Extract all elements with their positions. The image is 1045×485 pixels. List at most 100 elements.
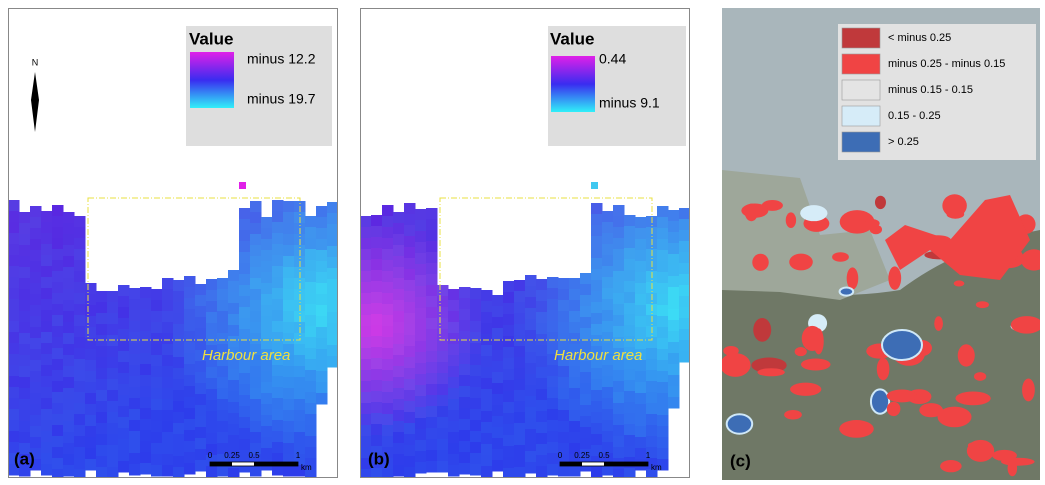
harbour-label: Harbour area (202, 347, 290, 364)
raster-cell (635, 283, 647, 295)
raster-cell (140, 364, 152, 376)
raster-cell (283, 267, 295, 279)
raster-cell (624, 446, 636, 458)
raster-cell (536, 323, 548, 335)
raster-cell (250, 388, 262, 400)
raster-cell (151, 421, 163, 433)
raster-cell (426, 208, 438, 220)
raster-cell (393, 344, 405, 356)
raster-cell (30, 261, 42, 273)
raster-cell (360, 216, 372, 228)
raster-cell (316, 382, 328, 394)
raster-cell (74, 337, 86, 349)
raster-cell (635, 228, 647, 240)
raster-cell (470, 409, 482, 421)
raster-cell (404, 346, 416, 358)
raster-cell (283, 278, 295, 290)
raster-cell (360, 469, 372, 481)
raster-cell (74, 447, 86, 459)
raster-cell (63, 267, 75, 279)
raster-cell (30, 272, 42, 284)
deformation-patch (938, 407, 972, 428)
raster-cell (404, 313, 416, 325)
raster-cell (8, 420, 20, 432)
raster-cell (492, 339, 504, 351)
raster-cell (404, 214, 416, 226)
raster-cell (415, 396, 427, 408)
raster-cell (591, 324, 603, 336)
raster-cell (382, 381, 394, 393)
deformation-patch (839, 420, 874, 438)
raster-cell (63, 443, 75, 455)
raster-cell (85, 360, 97, 372)
raster-cell (404, 335, 416, 347)
raster-cell (393, 443, 405, 455)
raster-cell (8, 299, 20, 311)
raster-cell (624, 325, 636, 337)
raster-cell (371, 336, 383, 348)
raster-cell (371, 413, 383, 425)
raster-cell (173, 412, 185, 424)
raster-cell (8, 332, 20, 344)
raster-cell (305, 359, 317, 371)
raster-cell (503, 380, 515, 392)
raster-cell (239, 329, 251, 341)
raster-cell (657, 261, 669, 273)
raster-cell (316, 261, 328, 273)
raster-cell (41, 420, 53, 432)
raster-cell (591, 368, 603, 380)
raster-cell (437, 406, 449, 418)
raster-cell (525, 440, 537, 452)
raster-cell (657, 349, 669, 361)
raster-cell (327, 334, 339, 346)
raster-cell (228, 424, 240, 436)
raster-cell (217, 322, 229, 334)
raster-cell (74, 227, 86, 239)
raster-cell (305, 370, 317, 382)
raster-cell (448, 289, 460, 301)
raster-cell (547, 288, 559, 300)
raster-cell (206, 411, 218, 423)
raster-cell (96, 291, 108, 303)
raster-cell (448, 311, 460, 323)
raster-cell (503, 303, 515, 315)
raster-cell (316, 294, 328, 306)
raster-cell (448, 443, 460, 455)
raster-cell (85, 448, 97, 460)
raster-cell (184, 309, 196, 321)
raster-cell (393, 454, 405, 466)
raster-cell (173, 357, 185, 369)
raster-cell (327, 202, 339, 214)
raster-cell (382, 348, 394, 360)
raster-cell (261, 426, 273, 438)
raster-cell (602, 398, 614, 410)
raster-cell (250, 300, 262, 312)
raster-cell (52, 447, 64, 459)
raster-cell (173, 313, 185, 325)
raster-cell (426, 241, 438, 253)
deformation-patch (720, 353, 750, 377)
raster-cell (195, 306, 207, 318)
raster-cell (173, 434, 185, 446)
raster-cell (195, 438, 207, 450)
raster-cell (481, 400, 493, 412)
raster-cell (283, 201, 295, 213)
raster-cell (305, 381, 317, 393)
raster-cell (107, 456, 119, 468)
raster-cell (305, 293, 317, 305)
raster-cell (41, 464, 53, 476)
raster-cell (30, 393, 42, 405)
raster-cell (74, 392, 86, 404)
deformation-patch (992, 450, 1017, 461)
raster-cell (382, 227, 394, 239)
raster-cell (426, 230, 438, 242)
raster-cell (437, 318, 449, 330)
deformation-patch (789, 254, 813, 271)
raster-cell (327, 279, 339, 291)
deformation-patch (871, 389, 889, 413)
raster-cell (250, 256, 262, 268)
raster-cell (426, 329, 438, 341)
raster-cell (327, 345, 339, 357)
raster-cell (8, 354, 20, 366)
raster-cell (591, 379, 603, 391)
